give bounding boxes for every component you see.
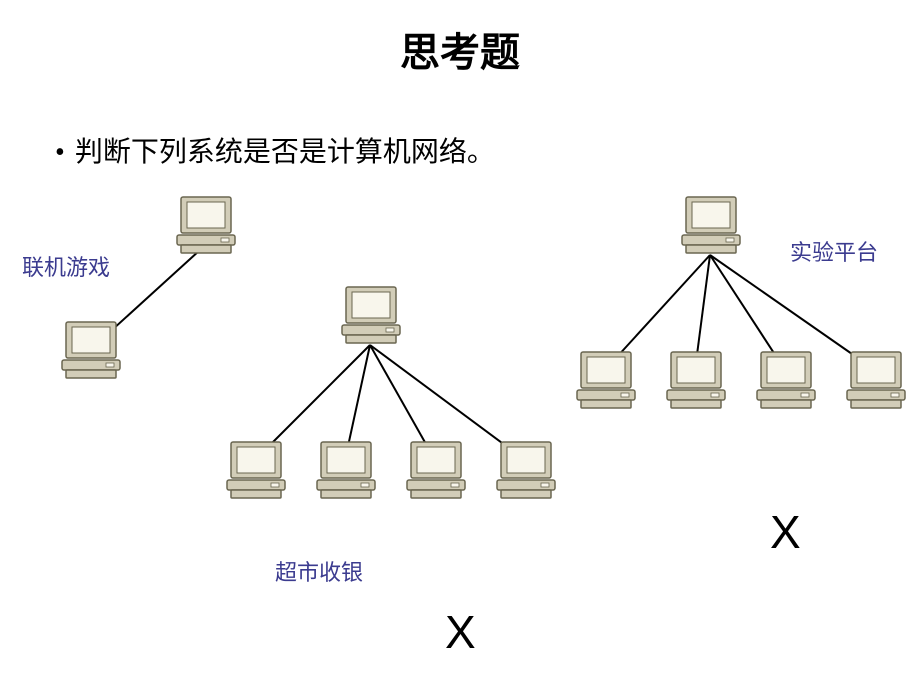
computer-icon (340, 285, 402, 350)
bullet-dot: • (55, 137, 65, 168)
computer-icon (845, 350, 907, 415)
computer-icon (315, 440, 377, 505)
x-mark-lab: X (770, 505, 801, 559)
computer-icon (575, 350, 637, 415)
computer-icon (665, 350, 727, 415)
page-title: 思考题 (0, 0, 920, 78)
x-mark-supermarket: X (445, 605, 476, 659)
computer-icon (175, 195, 237, 260)
question-text: 判断下列系统是否是计算机网络。 (75, 137, 495, 168)
label-online-game: 联机游戏 (22, 250, 110, 282)
connection-lines (0, 0, 920, 690)
computer-icon (60, 320, 122, 385)
computer-icon (680, 195, 742, 260)
question-bullet: • 判断下列系统是否是计算机网络。 (55, 130, 495, 170)
computer-icon (225, 440, 287, 505)
label-supermarket: 超市收银 (275, 555, 363, 587)
computer-icon (405, 440, 467, 505)
label-lab-platform: 实验平台 (790, 235, 878, 267)
computer-icon (495, 440, 557, 505)
computer-icon (755, 350, 817, 415)
